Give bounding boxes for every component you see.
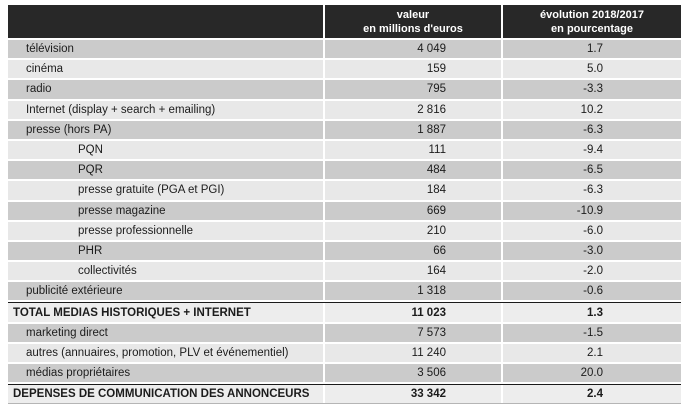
value-cell: 7 573 xyxy=(325,323,501,342)
value-cell: 11 023 xyxy=(325,303,501,322)
evolution-cell: -6.3 xyxy=(503,120,681,139)
evolution-cell: -3.3 xyxy=(503,80,681,99)
value-cell: 111 xyxy=(325,140,501,160)
evolution-cell: -1.5 xyxy=(503,323,681,342)
row-label: DEPENSES DE COMMUNICATION DES ANNONCEURS xyxy=(8,385,323,404)
value-cell: 4 049 xyxy=(325,40,501,59)
evolution-cell: 1.7 xyxy=(503,40,681,59)
table-row: télévision 4 049 1.7 xyxy=(8,40,681,59)
header-value-line1: valeur xyxy=(396,8,430,21)
value-cell: 184 xyxy=(325,181,501,200)
table-row: presse (hors PA) 1 887 -6.3 xyxy=(8,120,681,139)
row-label: PHR xyxy=(8,241,323,261)
value-cell: 164 xyxy=(325,262,501,281)
table-row: presse gratuite (PGA et PGI) 184 -6.3 xyxy=(8,181,681,200)
table-header: valeur en millions d'euros évolution 201… xyxy=(8,5,681,38)
table-row: médias propriétaires 3 506 20.0 xyxy=(8,364,681,383)
row-label: cinéma xyxy=(8,60,323,79)
evolution-cell: -3.0 xyxy=(503,241,681,261)
table-row: marketing direct 7 573 -1.5 xyxy=(8,323,681,342)
evolution-cell: -6.3 xyxy=(503,181,681,200)
value-cell: 2 816 xyxy=(325,100,501,119)
header-evolution-line1: évolution 2018/2017 xyxy=(540,8,644,21)
evolution-cell: 10.2 xyxy=(503,100,681,119)
evolution-cell: 20.0 xyxy=(503,364,681,383)
row-label: presse gratuite (PGA et PGI) xyxy=(8,181,323,200)
row-label: PQR xyxy=(8,161,323,180)
table-row: presse magazine 669 -10.9 xyxy=(8,201,681,220)
header-evolution-column: évolution 2018/2017 en pourcentage xyxy=(503,5,681,38)
evolution-cell: -0.6 xyxy=(503,282,681,301)
value-cell: 1 318 xyxy=(325,282,501,301)
row-label: PQN xyxy=(8,140,323,160)
row-label: radio xyxy=(8,80,323,99)
row-label: médias propriétaires xyxy=(8,364,323,383)
table-row: radio 795 -3.3 xyxy=(8,80,681,99)
evolution-cell: -2.0 xyxy=(503,262,681,281)
table-row: PHR 66 -3.0 xyxy=(8,241,681,261)
row-label: autres (annuaires, promotion, PLV et évé… xyxy=(8,343,323,362)
row-label: collectivités xyxy=(8,262,323,281)
row-label: TOTAL MEDIAS HISTORIQUES + INTERNET xyxy=(8,303,323,322)
header-value-line2: en millions d'euros xyxy=(363,22,463,35)
table-row: PQR 484 -6.5 xyxy=(8,161,681,180)
table-row: collectivités 164 -2.0 xyxy=(8,262,681,281)
row-label: presse professionnelle xyxy=(8,221,323,240)
evolution-cell: -6.0 xyxy=(503,221,681,240)
evolution-cell: -9.4 xyxy=(503,140,681,160)
value-cell: 66 xyxy=(325,241,501,261)
evolution-cell: 5.0 xyxy=(503,60,681,79)
row-label: télévision xyxy=(8,40,323,59)
value-cell: 33 342 xyxy=(325,385,501,404)
row-label: Internet (display + search + emailing) xyxy=(8,100,323,119)
table-row: autres (annuaires, promotion, PLV et évé… xyxy=(8,343,681,362)
row-label: presse magazine xyxy=(8,201,323,220)
evolution-cell: 1.3 xyxy=(503,303,681,322)
total-row-depenses-annonceurs: DEPENSES DE COMMUNICATION DES ANNONCEURS… xyxy=(8,384,681,405)
value-cell: 210 xyxy=(325,221,501,240)
row-label: publicité extérieure xyxy=(8,282,323,301)
value-cell: 11 240 xyxy=(325,343,501,362)
value-cell: 669 xyxy=(325,201,501,220)
evolution-cell: -6.5 xyxy=(503,161,681,180)
value-cell: 484 xyxy=(325,161,501,180)
table-row: cinéma 159 5.0 xyxy=(8,60,681,79)
value-cell: 795 xyxy=(325,80,501,99)
value-cell: 3 506 xyxy=(325,364,501,383)
header-value-column: valeur en millions d'euros xyxy=(325,5,501,38)
value-cell: 1 887 xyxy=(325,120,501,139)
table-row: presse professionnelle 210 -6.0 xyxy=(8,221,681,240)
value-cell: 159 xyxy=(325,60,501,79)
evolution-cell: 2.1 xyxy=(503,343,681,362)
header-evolution-line2: en pourcentage xyxy=(551,22,633,35)
evolution-cell: -10.9 xyxy=(503,201,681,220)
evolution-cell: 2.4 xyxy=(503,385,681,404)
table-row: publicité extérieure 1 318 -0.6 xyxy=(8,282,681,301)
total-row-medias-historiques: TOTAL MEDIAS HISTORIQUES + INTERNET 11 0… xyxy=(8,302,681,322)
header-label-column xyxy=(8,5,323,38)
row-label: marketing direct xyxy=(8,323,323,342)
row-label: presse (hors PA) xyxy=(8,120,323,139)
table-row: PQN 111 -9.4 xyxy=(8,140,681,160)
table-row: Internet (display + search + emailing) 2… xyxy=(8,100,681,119)
data-table: valeur en millions d'euros évolution 201… xyxy=(8,5,681,406)
